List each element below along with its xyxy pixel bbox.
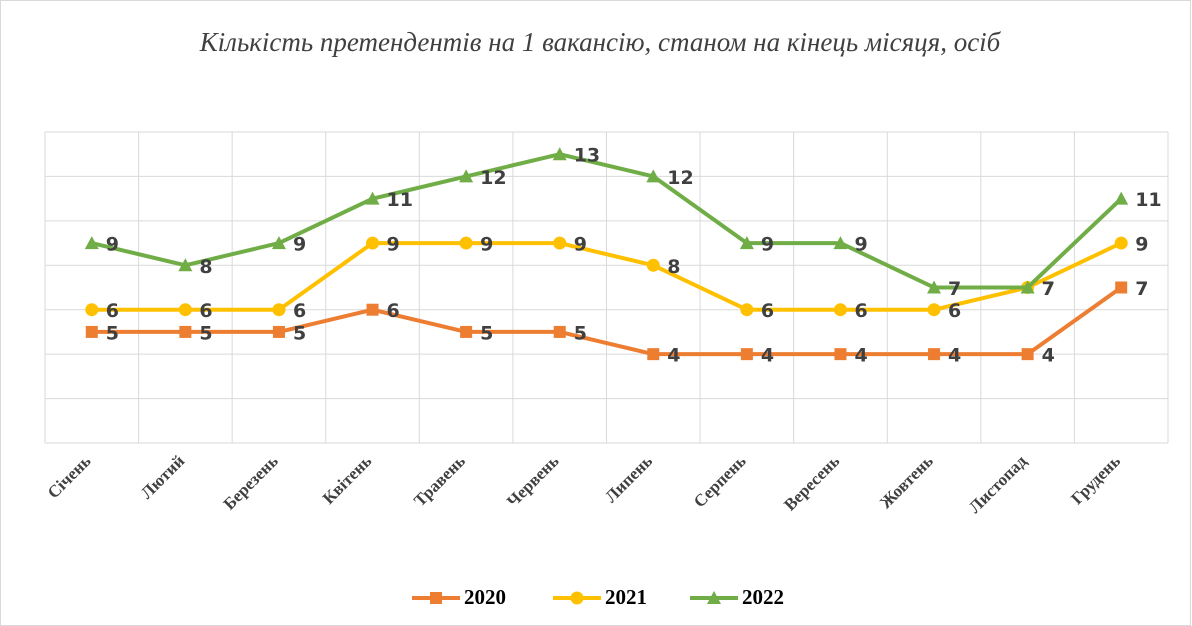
data-label: 9	[1135, 234, 1148, 256]
point-marker	[271, 236, 286, 250]
data-label: 11	[1135, 189, 1161, 211]
series-line	[91, 285, 1123, 357]
x-tick-label: Січень	[44, 451, 95, 502]
legend-label: 2021	[605, 585, 647, 609]
point-marker	[647, 348, 660, 361]
point-marker	[272, 303, 286, 317]
point-marker	[179, 325, 192, 338]
series-line	[91, 241, 1123, 312]
x-tick-label: Жовтень	[876, 451, 937, 512]
data-label: 9	[293, 234, 306, 256]
point-marker	[366, 236, 380, 250]
legend-label: 2020	[464, 585, 506, 609]
legend-label: 2022	[742, 585, 784, 609]
point-marker	[739, 236, 754, 250]
point-marker	[1114, 191, 1129, 205]
data-label: 9	[387, 234, 400, 256]
x-tick-label: Грудень	[1067, 451, 1124, 508]
data-label: 5	[199, 322, 212, 344]
data-label: 9	[106, 234, 119, 256]
point-marker	[646, 169, 661, 183]
x-tick-label: Лютий	[137, 451, 188, 502]
data-label: 12	[480, 167, 506, 189]
point-marker	[459, 169, 474, 183]
data-label: 4	[948, 345, 961, 367]
point-marker	[553, 236, 567, 250]
data-label: 5	[480, 322, 493, 344]
point-marker	[459, 236, 473, 250]
data-label: 7	[1042, 278, 1055, 300]
point-marker	[365, 191, 380, 205]
data-label: 7	[948, 278, 961, 300]
point-marker	[1115, 281, 1128, 294]
point-marker	[833, 303, 847, 317]
point-marker	[740, 303, 754, 317]
point-marker	[927, 303, 941, 317]
data-label: 7	[1042, 278, 1055, 300]
data-label: 4	[761, 345, 774, 367]
legend-marker	[570, 591, 584, 605]
x-tick-label: Серпень	[690, 451, 750, 511]
data-label: 6	[948, 300, 961, 322]
point-marker	[85, 303, 99, 317]
point-marker	[178, 303, 192, 317]
data-label: 6	[854, 300, 867, 322]
legend-marker	[707, 591, 721, 604]
point-marker	[1114, 236, 1128, 250]
point-marker	[552, 147, 567, 161]
point-marker	[178, 258, 193, 272]
data-label: 5	[293, 322, 306, 344]
x-tick-label: Червень	[503, 451, 562, 510]
data-label: 6	[387, 300, 400, 322]
data-label: 9	[574, 234, 587, 256]
point-marker	[1020, 280, 1035, 294]
point-marker	[1021, 348, 1034, 361]
point-marker	[834, 348, 847, 361]
x-tick-label: Березень	[220, 451, 282, 513]
data-label: 4	[667, 345, 680, 367]
legend-marker	[430, 592, 442, 604]
point-marker	[740, 348, 753, 361]
data-label: 9	[480, 234, 493, 256]
point-marker	[84, 236, 99, 250]
data-label: 8	[199, 256, 212, 278]
data-label: 6	[106, 300, 119, 322]
point-marker	[553, 325, 566, 338]
data-label: 6	[761, 300, 774, 322]
data-label: 6	[199, 300, 212, 322]
point-marker	[833, 236, 848, 250]
data-label: 4	[854, 345, 867, 367]
data-label: 12	[667, 167, 693, 189]
data-label: 8	[667, 256, 680, 278]
x-tick-label: Вересень	[780, 451, 843, 514]
data-label: 11	[387, 189, 413, 211]
x-tick-label: Травень	[410, 451, 469, 510]
data-label: 9	[761, 234, 774, 256]
x-tick-label: Квітень	[319, 451, 376, 508]
chart-title: Кількість претендентів на 1 вакансію, ст…	[199, 27, 1001, 57]
point-marker	[646, 258, 660, 272]
point-marker	[928, 348, 941, 361]
point-marker	[272, 325, 285, 338]
data-label: 13	[574, 145, 600, 167]
data-label: 6	[293, 300, 306, 322]
data-label: 4	[1042, 345, 1055, 367]
data-label: 5	[574, 322, 587, 344]
point-marker	[927, 280, 942, 294]
point-marker	[366, 303, 379, 316]
data-label: 7	[1135, 278, 1148, 300]
x-tick-label: Листопад	[965, 451, 1031, 517]
data-label: 5	[106, 322, 119, 344]
data-label: 9	[854, 234, 867, 256]
point-marker	[460, 325, 473, 338]
series-line	[91, 152, 1123, 290]
point-marker	[85, 325, 98, 338]
x-tick-label: Липень	[601, 451, 656, 506]
